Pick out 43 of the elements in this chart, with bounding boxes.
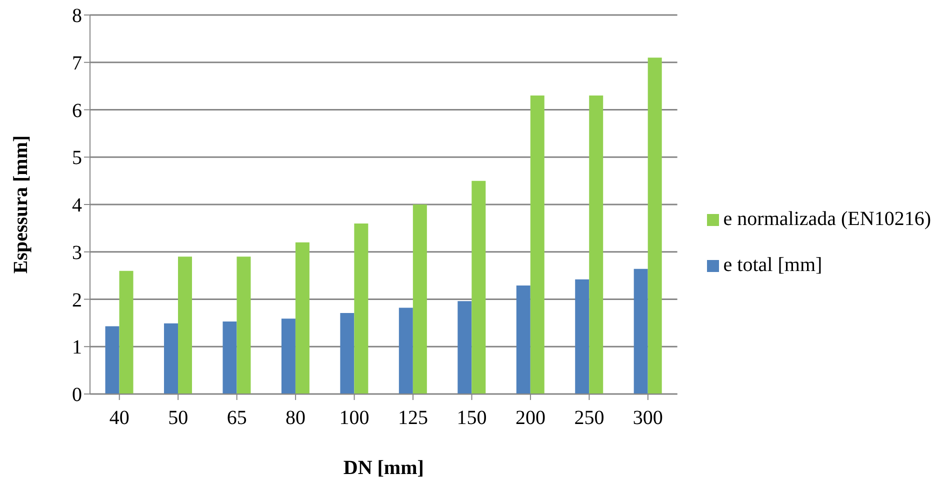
bar: [105, 326, 120, 394]
x-tick-label: 40: [109, 407, 130, 430]
bar: [222, 322, 237, 394]
x-tick-label: 300: [632, 407, 663, 430]
x-tick-label: 125: [398, 407, 428, 430]
y-tick-label: 8: [72, 5, 82, 28]
x-tick-label: 250: [574, 407, 604, 430]
bar: [648, 58, 662, 394]
bar: [412, 204, 427, 394]
bar: [472, 180, 486, 394]
y-tick-label: 1: [72, 336, 82, 359]
legend-label: e total [mm]: [723, 254, 822, 276]
y-tick-label: 3: [72, 242, 82, 264]
bar: [340, 312, 354, 394]
bar: [634, 268, 648, 394]
bar: [575, 279, 590, 394]
x-axis-title: DN [mm]: [343, 457, 424, 479]
bar: [530, 96, 544, 394]
bar: [589, 96, 604, 394]
x-tick-label: 50: [168, 407, 188, 430]
y-tick-label: 2: [72, 289, 82, 312]
bar: [354, 223, 368, 394]
bar: [398, 308, 413, 394]
y-tick-label: 6: [72, 100, 82, 122]
legend-label: e normalizada (EN10216): [723, 208, 931, 230]
bar: [281, 318, 296, 394]
y-tick-label: 7: [72, 52, 82, 74]
bar: [458, 301, 472, 394]
y-tick-label: 5: [72, 147, 82, 170]
x-tick-label: 200: [515, 407, 546, 430]
x-tick-label: 100: [339, 407, 370, 430]
bar: [119, 270, 134, 394]
x-tick-label: 65: [226, 407, 247, 430]
bar: [295, 242, 310, 394]
bar: [178, 256, 192, 394]
bar: [516, 286, 530, 394]
y-tick-label: 0: [72, 384, 82, 406]
y-tick-label: 4: [72, 194, 82, 217]
y-axis-title: Espessura [mm]: [10, 135, 32, 274]
x-tick-label: 80: [286, 407, 306, 430]
x-tick-label: 150: [456, 407, 487, 430]
bar: [164, 323, 178, 394]
bar: [236, 256, 251, 394]
